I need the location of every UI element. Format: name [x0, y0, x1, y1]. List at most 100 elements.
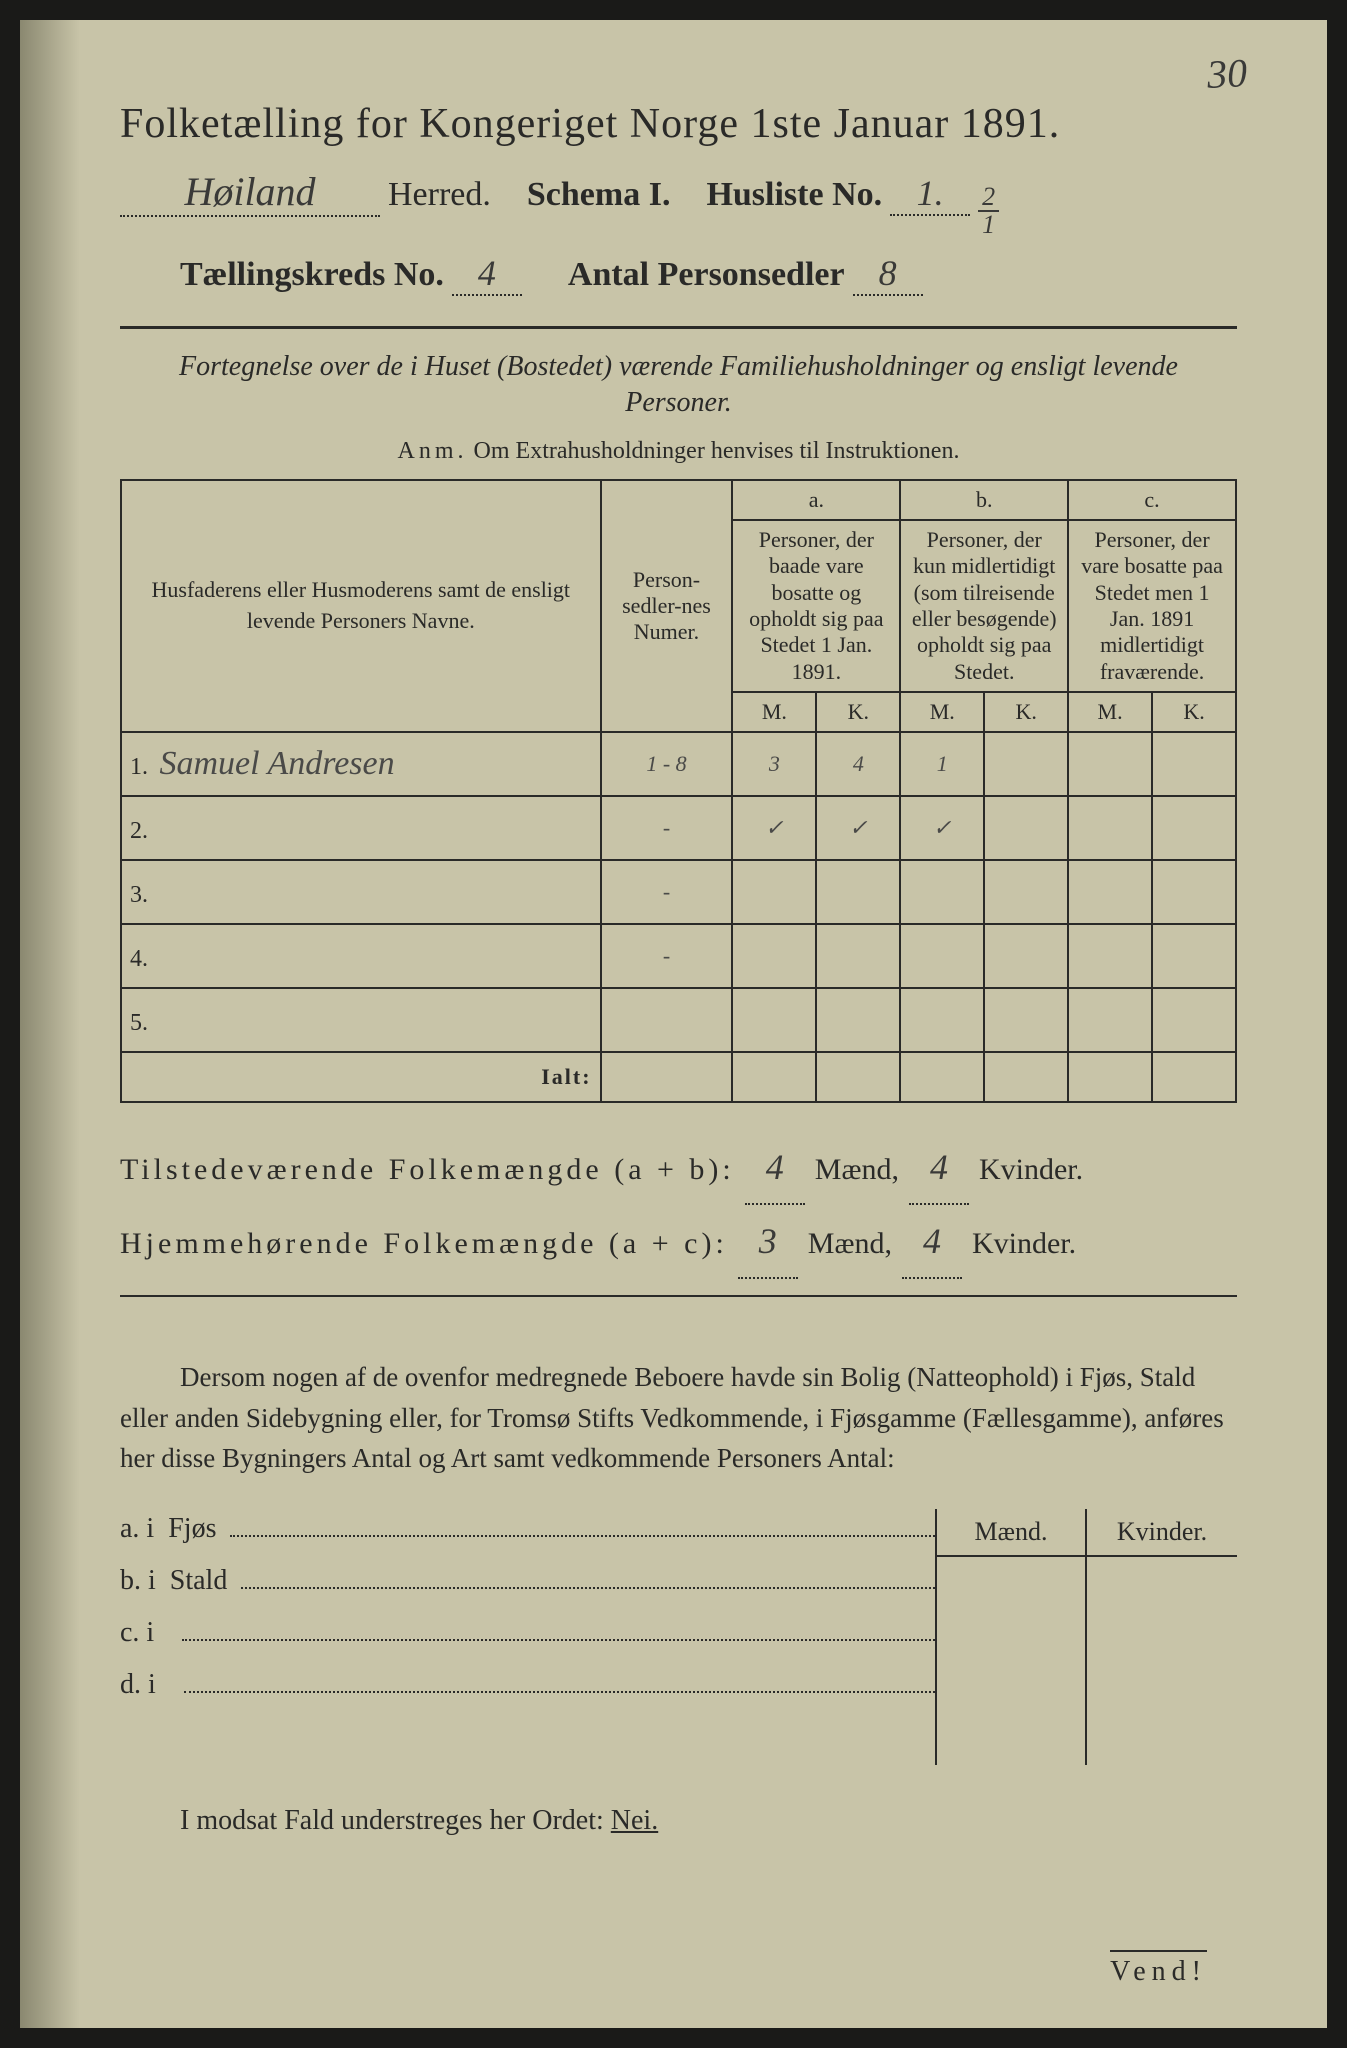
row-c-k — [1152, 732, 1236, 796]
col-b-k: K. — [984, 692, 1068, 732]
intro-text: Fortegnelse over de i Huset (Bostedet) v… — [160, 349, 1197, 422]
divider — [120, 326, 1237, 329]
anm-line: Anm. Om Extrahusholdninger henvises til … — [120, 438, 1237, 465]
totals-2-label: Hjemmehørende Folkemængde (a + c): — [120, 1214, 728, 1274]
ialt-label: Ialt: — [121, 1052, 601, 1102]
divider-2 — [120, 1295, 1237, 1297]
husliste-frac-top: 2 — [978, 184, 999, 212]
row-a-m: 3 — [732, 732, 816, 796]
personsedler-label: Antal Personsedler — [568, 256, 845, 294]
col-b-top: b. — [900, 480, 1068, 520]
row-number: 2. — [130, 818, 154, 844]
row-c-k — [1152, 924, 1236, 988]
totals-1-label: Tilstedeværende Folkemængde (a + b): — [120, 1140, 735, 1200]
schema-label: Schema I. — [527, 176, 671, 214]
vend-label: Vend! — [1110, 1950, 1207, 1988]
nei-word: Nei. — [611, 1805, 658, 1836]
row-b-k — [984, 796, 1068, 860]
row-numer: - — [601, 924, 733, 988]
table-row: 1. Samuel Andresen1 - 8341 — [121, 732, 1236, 796]
dots-fill — [230, 1509, 935, 1537]
corner-page-number: 30 — [1206, 49, 1248, 98]
row-b-k — [984, 924, 1068, 988]
col-c-text: Personer, der vare bosatte paa Stedet me… — [1068, 520, 1236, 692]
maend-label: Mænd, — [815, 1140, 899, 1200]
row-c-m — [1068, 860, 1152, 924]
col-names-header: Husfaderens eller Husmoderens samt de en… — [121, 480, 601, 732]
row-c-k — [1152, 860, 1236, 924]
totals-block: Tilstedeværende Folkemængde (a + b): 4 M… — [120, 1131, 1237, 1279]
row-a-k — [816, 860, 900, 924]
personsedler-value: 8 — [853, 252, 923, 296]
row-b-m — [900, 860, 984, 924]
row-a-k: 4 — [816, 732, 900, 796]
row-numer: - — [601, 860, 733, 924]
building-row: a. i Fjøs — [120, 1509, 935, 1561]
col-a-text: Personer, der baade vare bosatte og opho… — [732, 520, 900, 692]
dots-fill — [241, 1561, 935, 1589]
herred-label: Herred. — [388, 176, 491, 214]
row-c-m — [1068, 732, 1152, 796]
brow-item: Fjøs — [168, 1513, 216, 1545]
row-name: Samuel Andresen — [160, 745, 395, 782]
row-b-k — [984, 988, 1068, 1052]
col-c-k: K. — [1152, 692, 1236, 732]
row-b-m: 1 — [900, 732, 984, 796]
husliste-value: 1. — [890, 172, 970, 216]
bcol-maend-head: Mænd. — [937, 1509, 1085, 1557]
row-c-m — [1068, 924, 1152, 988]
col-b-m: M. — [900, 692, 984, 732]
totals-1-k: 4 — [909, 1131, 969, 1205]
maend-label-2: Mænd, — [808, 1214, 892, 1274]
totals-2-m: 3 — [738, 1205, 798, 1279]
row-a-k — [816, 988, 900, 1052]
husliste-frac-bot: 1 — [982, 212, 995, 238]
brow-label: b. i — [120, 1565, 156, 1597]
brow-label: d. i — [120, 1669, 156, 1701]
bcol-kvinder: Kvinder. — [1087, 1509, 1237, 1765]
totals-line-1: Tilstedeværende Folkemængde (a + b): 4 M… — [120, 1131, 1237, 1205]
row-name-cell: 1. Samuel Andresen — [121, 732, 601, 796]
row-a-m — [732, 924, 816, 988]
row-a-m — [732, 988, 816, 1052]
col-c-top: c. — [1068, 480, 1236, 520]
row-a-k — [816, 924, 900, 988]
table-row: 3. - — [121, 860, 1236, 924]
row-numer — [601, 988, 733, 1052]
row-name-cell: 2. — [121, 796, 601, 860]
row-number: 1. — [130, 754, 154, 780]
row-numer: 1 - 8 — [601, 732, 733, 796]
brow-label: c. i — [120, 1617, 154, 1649]
row-b-k — [984, 860, 1068, 924]
totals-2-k: 4 — [902, 1205, 962, 1279]
building-table: a. i Fjøs b. i Stald c. i d. i Mænd. Kvinder. — [120, 1509, 1237, 1765]
row-c-k — [1152, 796, 1236, 860]
col-a-top: a. — [732, 480, 900, 520]
dots-fill — [184, 1665, 935, 1693]
row-name-cell: 5. — [121, 988, 601, 1052]
brow-item: Stald — [170, 1565, 228, 1597]
herred-value: Høiland — [120, 168, 380, 217]
row-numer: - — [601, 796, 733, 860]
building-row: b. i Stald — [120, 1561, 935, 1613]
row-a-k: ✓ — [816, 796, 900, 860]
census-form-page: 30 Folketælling for Kongeriget Norge 1st… — [20, 20, 1327, 2028]
col-b-text: Personer, der kun midlertidigt (som tilr… — [900, 520, 1068, 692]
row-c-m — [1068, 988, 1152, 1052]
col-a-m: M. — [732, 692, 816, 732]
building-paragraph: Dersom nogen af de ovenfor medregnede Be… — [120, 1357, 1237, 1479]
building-row: c. i — [120, 1613, 935, 1665]
bcol-maend: Mænd. — [937, 1509, 1087, 1765]
form-title: Folketælling for Kongeriget Norge 1ste J… — [120, 100, 1237, 148]
row-name-cell: 3. — [121, 860, 601, 924]
nei-pre: I modsat Fald understreges her Ordet: — [180, 1805, 611, 1836]
anm-prefix: Anm. — [398, 438, 468, 464]
row-number: 4. — [130, 946, 154, 972]
brow-label: a. i — [120, 1513, 154, 1545]
dots-fill — [182, 1613, 935, 1641]
row-a-m: ✓ — [732, 796, 816, 860]
husliste-fraction: 2 1 — [978, 184, 999, 238]
kreds-value: 4 — [452, 252, 522, 296]
row-number: 5. — [130, 1010, 154, 1036]
husliste-label: Husliste No. — [706, 176, 882, 214]
